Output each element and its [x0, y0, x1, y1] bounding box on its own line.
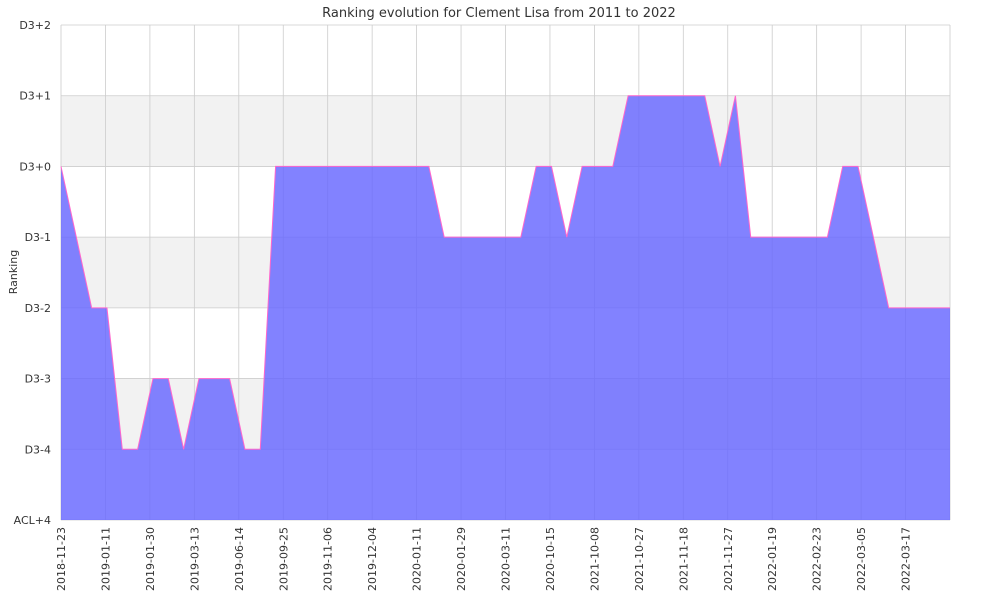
y-tick-label: D3-1 — [25, 231, 51, 244]
y-tick-label: D3+2 — [19, 19, 51, 32]
x-tick-label: 2022-03-17 — [900, 527, 913, 591]
chart-title: Ranking evolution for Clement Lisa from … — [322, 6, 676, 21]
x-tick-label: 2020-01-29 — [455, 527, 468, 591]
y-tick-label: D3-2 — [25, 302, 51, 315]
x-tick-label: 2021-10-08 — [588, 527, 601, 591]
x-tick-label: 2022-02-23 — [811, 527, 824, 591]
x-tick-label: 2019-06-14 — [233, 527, 246, 591]
x-tick-label: 2019-01-11 — [99, 527, 112, 591]
x-tick-label: 2022-01-19 — [766, 527, 779, 591]
x-tick-labels: 2018-11-23 2019-01-11 2019-01-30 2019-03-13… — [55, 527, 913, 591]
y-tick-label: D3+1 — [19, 90, 51, 103]
x-tick-label: 2021-11-27 — [722, 527, 735, 591]
x-tick-label: 2022-03-05 — [855, 527, 868, 591]
y-tick-label: D3-4 — [25, 443, 51, 456]
y-axis-label: Ranking — [7, 250, 20, 295]
x-tick-label: 2021-10-27 — [633, 527, 646, 591]
y-tick-label: D3+0 — [19, 160, 51, 173]
x-tick-label: 2019-12-04 — [366, 527, 379, 591]
series-area — [60, 95, 950, 520]
x-tick-label: 2020-10-15 — [544, 527, 557, 591]
x-tick-label: 2021-11-18 — [677, 527, 690, 591]
x-tick-label: 2019-11-06 — [322, 527, 335, 591]
x-tick-label: 2020-03-11 — [500, 527, 513, 591]
x-tick-label: 2019-01-30 — [144, 527, 157, 591]
x-tick-label: 2019-09-25 — [277, 527, 290, 591]
y-tick-label: D3-3 — [25, 373, 51, 386]
y-tick-labels: ACL+4 D3-4 D3-3 D3-2 D3-1 D3+0 D3+1 D3+2 — [14, 19, 51, 527]
x-tick-label: 2020-01-11 — [411, 527, 424, 591]
x-tick-label: 2019-03-13 — [188, 527, 201, 591]
series-line — [60, 95, 950, 450]
series-fill — [61, 95, 950, 520]
y-tick-label: ACL+4 — [14, 514, 51, 527]
x-tick-label: 2018-11-23 — [55, 527, 68, 591]
